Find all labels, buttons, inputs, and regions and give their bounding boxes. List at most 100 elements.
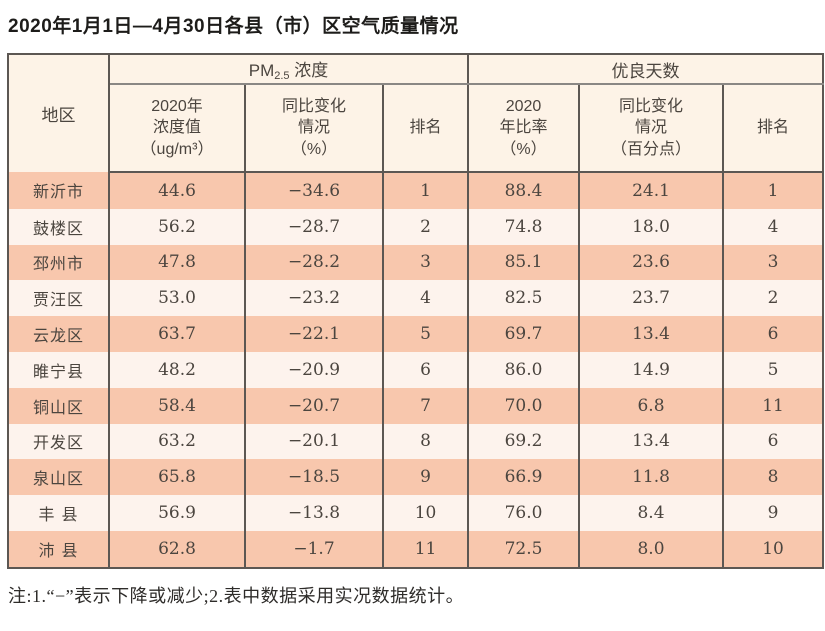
pm-value-cell: 58.4 [108, 387, 246, 424]
col-header-pm-rank: 排名 [381, 84, 470, 173]
days-rate-cell: 76.0 [467, 495, 581, 531]
days-change-cell: 18.0 [578, 208, 725, 245]
pm-rank-cell: 9 [381, 459, 470, 496]
group-header-pm25: PM2.5 浓度 [107, 54, 470, 85]
days-change-cell: 8.4 [578, 495, 725, 531]
table-row: 沛 县 62.8 −1.7 11 72.5 8.0 10 [7, 530, 825, 568]
region-cell: 云龙区 [7, 316, 110, 352]
col-header-days-rank: 排名 [722, 84, 825, 173]
days-rate-cell: 69.7 [467, 316, 581, 352]
days-rank-cell: 6 [722, 423, 825, 460]
region-cell: 睢宁县 [7, 351, 110, 388]
days-change-cell: 23.7 [578, 280, 725, 317]
group-header-row: 地区 PM2.5 浓度 优良天数 [7, 54, 825, 172]
pm-change-cell: −34.6 [244, 172, 384, 209]
region-cell: 泉山区 [7, 459, 110, 496]
table-row: 泉山区 65.8 −18.5 9 66.9 11.8 8 [7, 459, 825, 496]
days-rate-cell: 88.4 [467, 172, 581, 209]
pm-rank-cell: 4 [381, 280, 470, 317]
pm-value-cell: 62.8 [108, 530, 246, 568]
days-change-cell: 13.4 [578, 316, 725, 352]
region-cell: 鼓楼区 [7, 208, 110, 245]
days-rank-cell: 4 [722, 208, 825, 245]
table-row: 贾汪区 53.0 −23.2 4 82.5 23.7 2 [7, 280, 825, 317]
days-change-cell: 13.4 [578, 423, 725, 460]
pm-value-cell: 48.2 [108, 351, 246, 388]
days-rank-cell: 2 [722, 280, 825, 317]
table-body: 新沂市 44.6 −34.6 1 88.4 24.1 1 鼓楼区 56.2 −28.7 2 74.8 1… [7, 172, 825, 568]
pm-rank-cell: 6 [381, 351, 470, 388]
days-rate-cell: 86.0 [467, 351, 581, 388]
col-header-pm-change: 同比变化 情况 （%） [244, 84, 384, 173]
pm-rank-cell: 1 [381, 172, 470, 209]
region-cell: 铜山区 [7, 387, 110, 424]
pm-label-suffix: 浓度 [289, 61, 329, 80]
page-title: 2020年1月1日—4月30日各县（市）区空气质量情况 [8, 16, 459, 37]
col-header-pm-value: 2020年 浓度值 （ug/m³） [108, 84, 246, 173]
pm-change-cell: −18.5 [244, 459, 384, 496]
table-row: 云龙区 63.7 −22.1 5 69.7 13.4 6 [7, 316, 825, 352]
pm-value-cell: 44.6 [108, 172, 246, 209]
days-rank-cell: 11 [722, 387, 825, 424]
col-header-days-rate: 2020 年比率 （%） [467, 84, 581, 173]
pm-value-cell: 56.2 [108, 208, 246, 245]
region-cell: 丰 县 [7, 495, 110, 531]
pm-change-cell: −28.7 [244, 208, 384, 245]
days-rank-cell: 8 [722, 459, 825, 496]
pm-change-cell: −23.2 [244, 280, 384, 317]
days-change-cell: 14.9 [578, 351, 725, 388]
pm-rank-cell: 8 [381, 423, 470, 460]
region-cell: 开发区 [7, 423, 110, 460]
days-rate-cell: 70.0 [467, 387, 581, 424]
footnote: 注:1.“−”表示下降或减少;2.表中数据采用实况数据统计。 [8, 585, 465, 606]
days-rate-cell: 69.2 [467, 423, 581, 460]
table-header: 地区 PM2.5 浓度 优良天数 2020年 浓度值 （ug/m³） 同比变化 … [7, 54, 825, 173]
pm-change-cell: −13.8 [244, 495, 384, 531]
pm-value-cell: 53.0 [108, 280, 246, 317]
days-change-cell: 6.8 [578, 387, 725, 424]
region-cell: 邳州市 [7, 244, 110, 281]
days-rank-cell: 6 [722, 316, 825, 352]
days-rate-cell: 66.9 [467, 459, 581, 496]
group-header-good-days: 优良天数 [467, 54, 825, 85]
pm-rank-cell: 5 [381, 316, 470, 352]
sub-header-row: 2020年 浓度值 （ug/m³） 同比变化 情况 （%） 排名 2020 年比… [8, 84, 825, 173]
air-quality-table: 地区 PM2.5 浓度 优良天数 2020年 浓度值 （ug/m³） 同比变化 … [7, 53, 825, 569]
pm-rank-cell: 2 [381, 208, 470, 245]
pm-rank-cell: 3 [381, 244, 470, 281]
table-row: 铜山区 58.4 −20.7 7 70.0 6.8 11 [7, 387, 825, 424]
table-row: 新沂市 44.6 −34.6 1 88.4 24.1 1 [7, 172, 825, 209]
days-change-cell: 24.1 [578, 172, 725, 209]
days-rate-cell: 74.8 [467, 208, 581, 245]
days-rank-cell: 5 [722, 351, 825, 388]
col-header-region: 地区 [7, 54, 110, 172]
col-header-days-change: 同比变化 情况 （百分点） [578, 84, 725, 173]
days-rank-cell: 10 [722, 530, 825, 568]
pm-value-cell: 56.9 [108, 495, 246, 531]
pm-change-cell: −28.2 [244, 244, 384, 281]
region-cell: 新沂市 [7, 172, 110, 209]
days-rank-cell: 9 [722, 495, 825, 531]
days-change-cell: 23.6 [578, 244, 725, 281]
pm-rank-cell: 10 [381, 495, 470, 531]
table-row: 丰 县 56.9 −13.8 10 76.0 8.4 9 [7, 495, 825, 531]
pm-change-cell: −22.1 [244, 316, 384, 352]
days-rate-cell: 85.1 [467, 244, 581, 281]
region-cell: 贾汪区 [7, 280, 110, 317]
pm-value-cell: 63.7 [108, 316, 246, 352]
pm-value-cell: 47.8 [108, 244, 246, 281]
pm-change-cell: −20.1 [244, 423, 384, 460]
pm-rank-cell: 7 [381, 387, 470, 424]
pm-label-subscript: 2.5 [274, 70, 290, 82]
table-row: 邳州市 47.8 −28.2 3 85.1 23.6 3 [7, 244, 825, 281]
pm-label-prefix: PM [248, 61, 275, 80]
table-row: 开发区 63.2 −20.1 8 69.2 13.4 6 [7, 423, 825, 460]
pm-change-cell: −20.9 [244, 351, 384, 388]
table-row: 睢宁县 48.2 −20.9 6 86.0 14.9 5 [7, 351, 825, 388]
pm-change-cell: −1.7 [244, 530, 384, 568]
days-rate-cell: 82.5 [467, 280, 581, 317]
region-cell: 沛 县 [7, 530, 110, 568]
days-change-cell: 11.8 [578, 459, 725, 496]
pm-value-cell: 63.2 [108, 423, 246, 460]
pm-rank-cell: 11 [381, 530, 470, 568]
